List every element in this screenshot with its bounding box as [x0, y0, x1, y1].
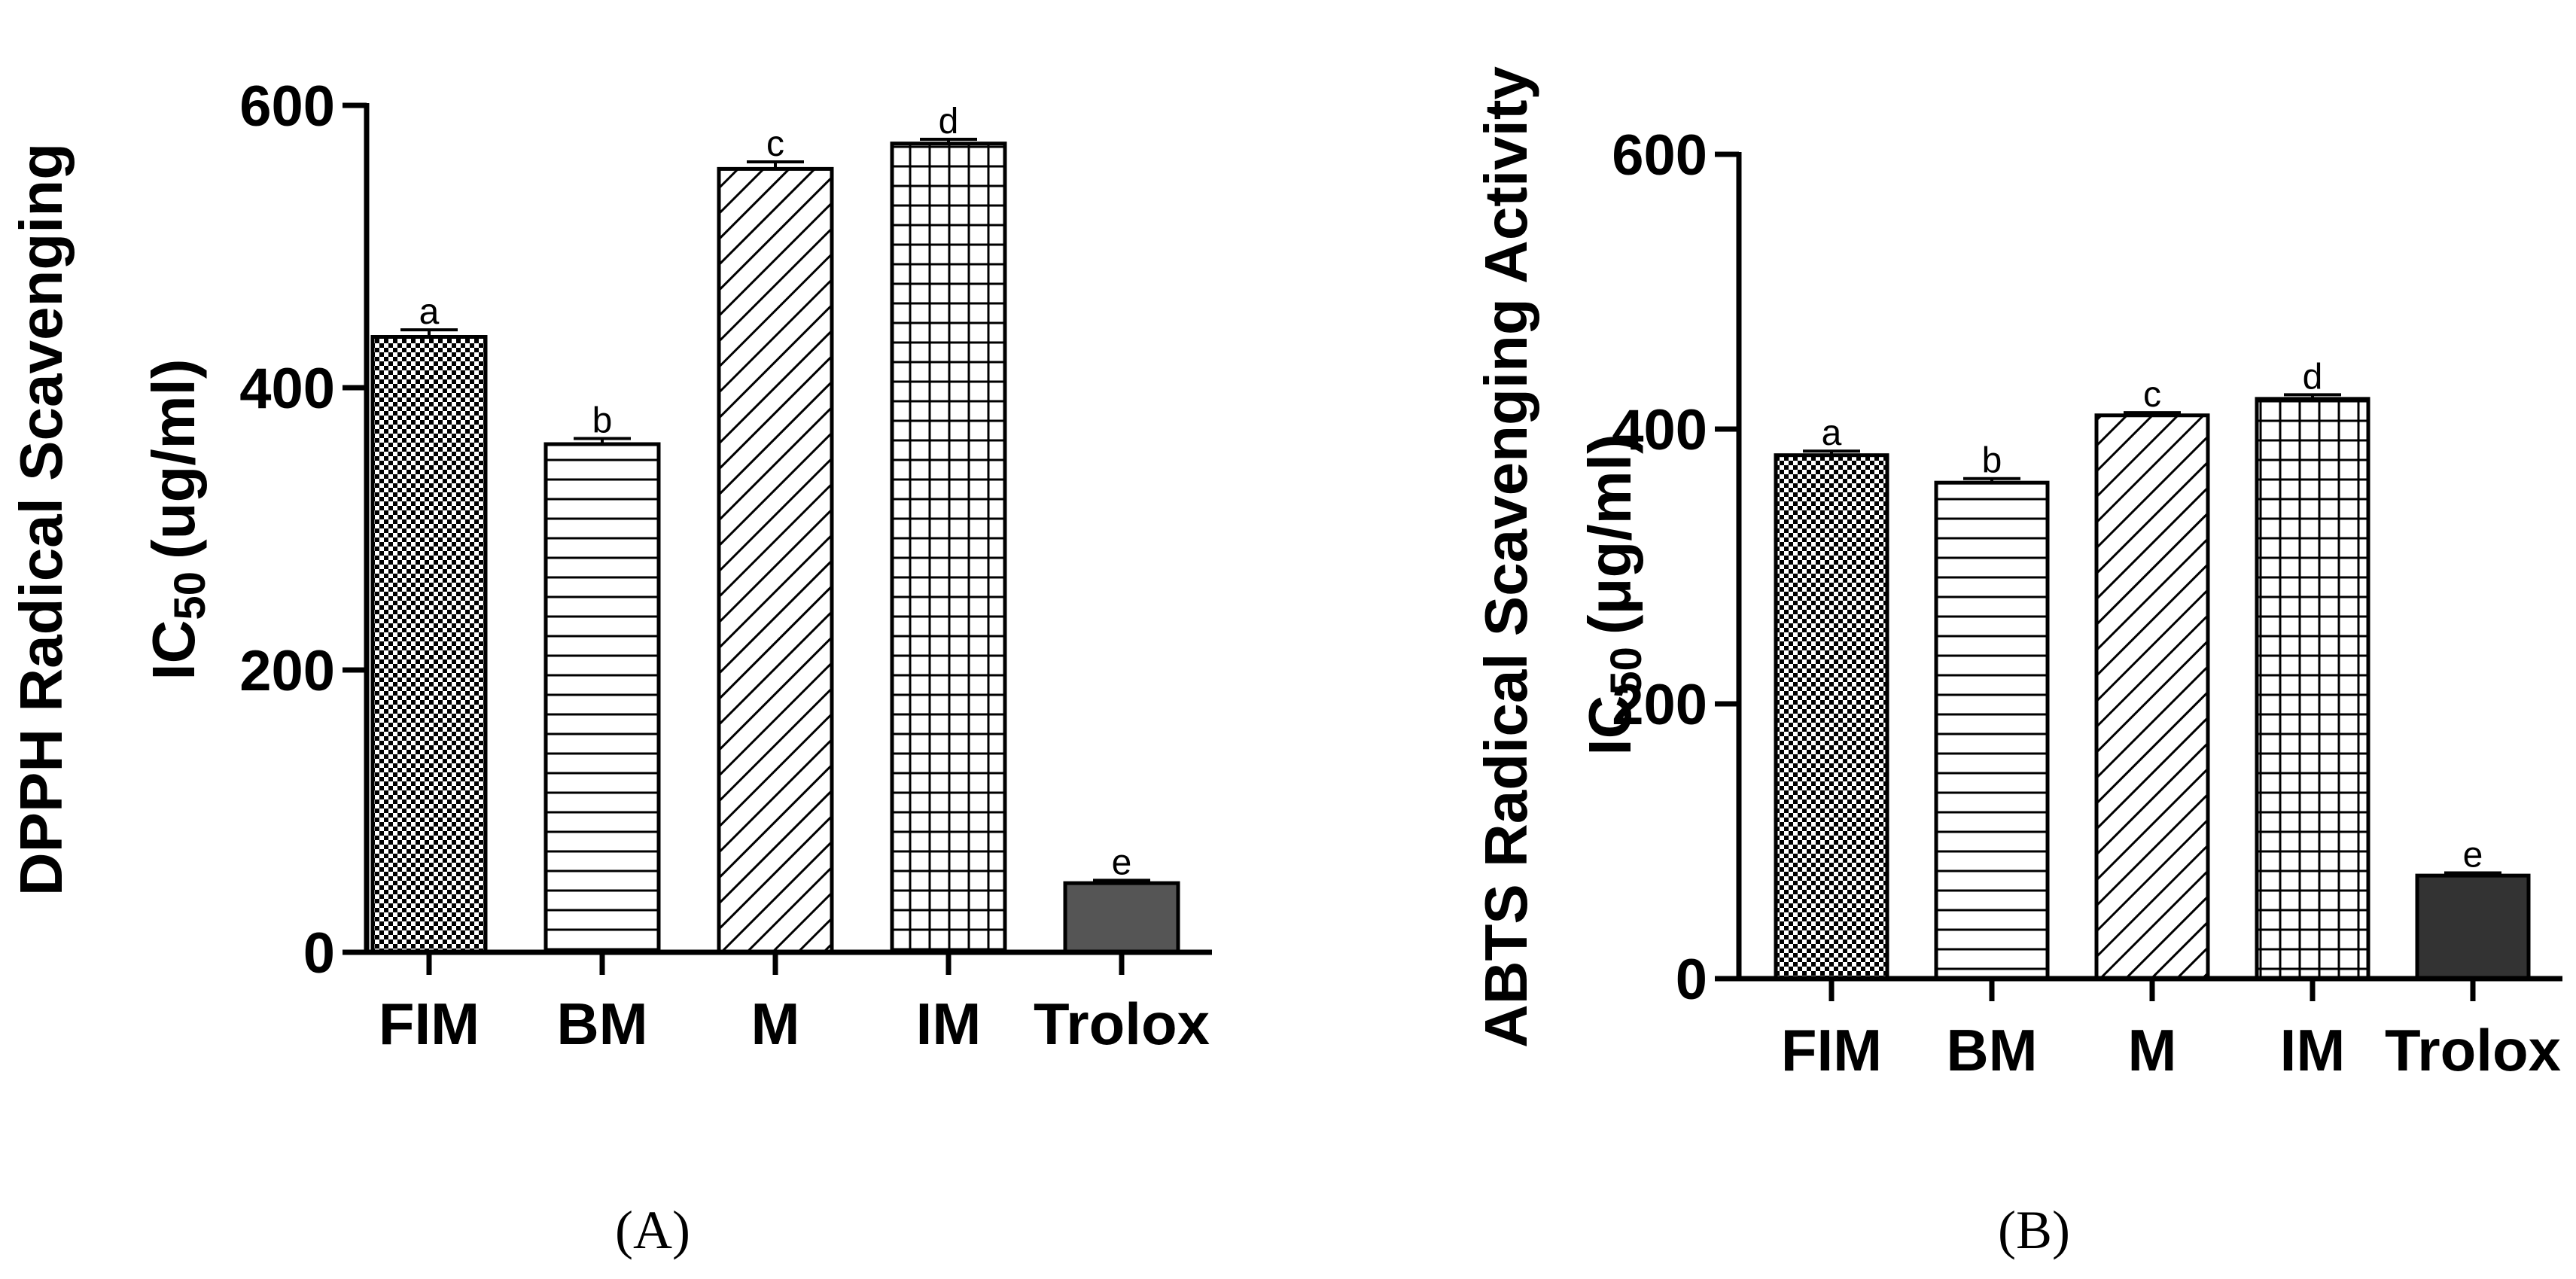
significance-label-trolox: e — [2463, 835, 2483, 875]
chart-panel-a: a b c d e 0 200 400 600 FIM BM M IM Trolox DPPH Rad… — [8, 75, 1212, 1260]
bar-trolox — [1063, 881, 1180, 955]
x-tick-label-m: M — [751, 991, 800, 1057]
significance-labels-a: a b c d e — [419, 102, 1132, 882]
significance-label-bm: b — [592, 401, 613, 441]
bar-fim — [1774, 453, 1889, 981]
bar-fim — [370, 335, 488, 955]
panel-label-b: (B) — [1998, 1200, 2070, 1260]
x-tick-label-m: M — [2128, 1017, 2177, 1083]
error-bars-b — [1803, 393, 2501, 876]
y-ticks-b: 0 200 400 600 — [1612, 123, 1739, 1012]
x-ticks-a: FIM BM M IM Trolox — [379, 952, 1210, 1057]
y-tick-label: 200 — [1612, 673, 1707, 737]
panel-label-a: (A) — [615, 1200, 690, 1260]
significance-label-bm: b — [1982, 441, 2002, 481]
x-tick-label-im: IM — [2280, 1017, 2346, 1083]
chart-panel-b: a b c d e 0 200 400 600 FIM BM M IM Trolox ABTS Rad… — [1472, 65, 2562, 1260]
y-tick-label: 600 — [239, 75, 335, 139]
x-tick-label-bm: BM — [1946, 1017, 2037, 1083]
ic-unit-b: (μg/ml) — [1576, 434, 1643, 635]
y-tick-label: 600 — [1612, 123, 1707, 187]
y-tick-label: 400 — [1612, 398, 1707, 462]
y-axis-label-b-line1: ABTS Radical Scavenging Activity — [1472, 65, 1539, 1048]
bar-m — [717, 166, 834, 955]
significance-label-im: d — [2303, 357, 2323, 397]
x-tick-label-im: IM — [916, 991, 982, 1057]
bar-bm — [1934, 480, 2050, 981]
y-tick-label: 400 — [239, 357, 335, 421]
ic-label-b: IC — [1576, 696, 1643, 756]
significance-label-m: c — [766, 124, 784, 164]
x-tick-label-fim: FIM — [1781, 1017, 1882, 1083]
error-bars-a — [400, 138, 1150, 884]
y-tick-label: 200 — [239, 639, 335, 703]
y-axis-label-a-line1: DPPH Radical Scavenging — [8, 143, 75, 896]
significance-label-m: c — [2143, 375, 2161, 415]
x-tick-label-fim: FIM — [379, 991, 480, 1057]
significance-labels-b: a b c d e — [1822, 357, 2483, 875]
x-ticks-b: FIM BM M IM Trolox — [1781, 979, 2561, 1083]
y-ticks-a: 0 200 400 600 — [239, 75, 367, 985]
x-tick-label-trolox: Trolox — [1034, 991, 1210, 1057]
y-tick-label: 0 — [303, 921, 335, 985]
ic-unit-a: (ug/ml) — [140, 358, 207, 559]
significance-label-trolox: e — [1112, 842, 1132, 882]
significance-label-fim: a — [419, 292, 440, 332]
bars-b — [1774, 397, 2531, 981]
bar-im — [890, 142, 1007, 955]
bar-m — [2094, 413, 2210, 981]
bar-trolox — [2415, 873, 2531, 981]
x-tick-label-bm: BM — [556, 991, 647, 1057]
y-tick-label: 0 — [1676, 948, 1707, 1012]
ic-subscript-a: 50 — [166, 571, 215, 620]
bars-a — [370, 142, 1180, 955]
significance-label-im: d — [939, 102, 959, 142]
x-tick-label-trolox: Trolox — [2385, 1017, 2561, 1083]
y-axis-label-a-line2: IC50 (ug/ml) — [140, 358, 215, 680]
bar-bm — [544, 442, 661, 955]
y-axis-label-b-line2: IC50 (μg/ml) — [1576, 434, 1651, 755]
ic-subscript-b: 50 — [1602, 647, 1651, 696]
bar-im — [2255, 397, 2370, 981]
ic-label-a: IC — [140, 620, 207, 681]
significance-label-fim: a — [1822, 413, 1842, 453]
